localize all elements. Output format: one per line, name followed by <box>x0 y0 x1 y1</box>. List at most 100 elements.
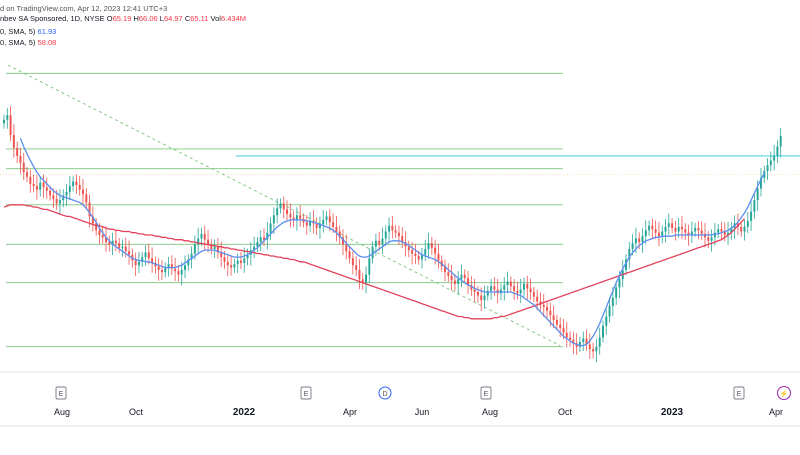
candle-184 <box>608 297 611 323</box>
candle-35 <box>118 237 121 254</box>
candle-body <box>434 247 437 254</box>
candle-body <box>707 237 710 241</box>
candle-38 <box>128 240 131 265</box>
candle-body <box>516 290 519 294</box>
candle-124 <box>411 242 414 265</box>
candle-body <box>628 248 631 260</box>
candle-body <box>243 258 246 263</box>
candle-body <box>727 232 730 236</box>
candle-body <box>216 246 219 253</box>
candle-body <box>365 274 368 283</box>
candle-215 <box>710 229 713 252</box>
candle-147 <box>486 285 489 301</box>
candle-body <box>634 238 637 244</box>
candle-200 <box>661 225 664 244</box>
candle-77 <box>256 236 259 252</box>
candle-body <box>58 200 61 204</box>
candle-body <box>476 292 479 296</box>
candle-body <box>769 160 772 166</box>
candle-body <box>529 288 532 293</box>
candle-body <box>371 246 374 259</box>
candle-222 <box>733 215 736 239</box>
candle-13 <box>45 177 48 199</box>
candle-body <box>68 186 71 192</box>
candle-224 <box>740 221 743 237</box>
candle-236 <box>779 128 782 158</box>
candle-135 <box>447 263 450 282</box>
candle-body <box>546 307 549 311</box>
candle-83 <box>276 198 279 224</box>
candle-body <box>480 295 483 301</box>
candle-body <box>263 237 265 240</box>
candle-176 <box>582 331 585 352</box>
candle-78 <box>259 230 262 251</box>
candle-body <box>503 285 506 290</box>
candle-body <box>674 228 677 232</box>
sma-fast-value: 61.93 <box>37 27 57 36</box>
candle-103 <box>342 229 344 256</box>
candle-31 <box>105 226 108 252</box>
event-marker-earnings-3: E <box>480 386 492 400</box>
candle-32 <box>108 235 111 252</box>
candle-22 <box>75 174 78 194</box>
candle-234 <box>773 145 776 171</box>
candle-body <box>611 297 614 306</box>
candle-138 <box>457 271 460 295</box>
sma-slow-legend: 0, SMA, 5) 58.08 <box>0 38 56 48</box>
candle-153 <box>506 271 509 294</box>
candle-body <box>295 215 298 220</box>
candle-body <box>207 239 210 245</box>
candle-body <box>332 222 335 227</box>
candle-body <box>424 248 427 255</box>
candle-body <box>91 216 94 224</box>
candle-65 <box>216 237 219 259</box>
candle-body <box>239 260 242 263</box>
candle-156 <box>516 281 519 300</box>
candle-41 <box>137 251 140 274</box>
candle-body <box>128 251 131 255</box>
candle-120 <box>397 225 400 246</box>
candle-75 <box>249 242 252 266</box>
dividend-icon <box>378 386 392 400</box>
candle-body <box>111 240 114 245</box>
candle-body <box>746 221 749 227</box>
candle-body <box>210 244 213 249</box>
candle-body <box>342 237 344 245</box>
candle-127 <box>420 247 423 269</box>
candle-body <box>101 235 104 238</box>
candle-body <box>246 254 249 259</box>
candle-body <box>82 189 84 195</box>
candle-body <box>694 228 697 232</box>
candle-89 <box>295 207 298 231</box>
candle-24 <box>82 178 84 205</box>
candle-body <box>542 304 545 308</box>
candle-body <box>259 237 262 242</box>
candle-body <box>22 162 25 173</box>
candle-body <box>52 195 55 199</box>
published-line: d on TradingView.com, Apr 12, 2023 12:41… <box>0 4 167 14</box>
candle-143 <box>473 278 476 302</box>
candle-36 <box>121 239 124 257</box>
candle-59 <box>197 227 200 255</box>
candle-body <box>473 289 476 293</box>
candle-body <box>305 222 308 226</box>
candle-body <box>39 182 42 190</box>
candle-158 <box>523 277 525 297</box>
candle-body <box>578 342 581 347</box>
candle-84 <box>279 198 282 214</box>
candle-body <box>430 243 433 248</box>
candle-body <box>417 255 420 260</box>
candle-51 <box>170 255 173 275</box>
candle-3 <box>12 124 15 158</box>
candle-90 <box>299 205 302 227</box>
candle-2 <box>9 106 12 142</box>
event-marker-label: E <box>737 391 742 398</box>
symbol-label: nbev SA Sponsored, 1D, NYSE <box>0 14 105 23</box>
candle-body <box>384 231 387 239</box>
candle-26 <box>88 194 91 228</box>
candle-body <box>193 244 196 254</box>
candle-body <box>269 223 272 233</box>
candle-body <box>766 165 769 172</box>
